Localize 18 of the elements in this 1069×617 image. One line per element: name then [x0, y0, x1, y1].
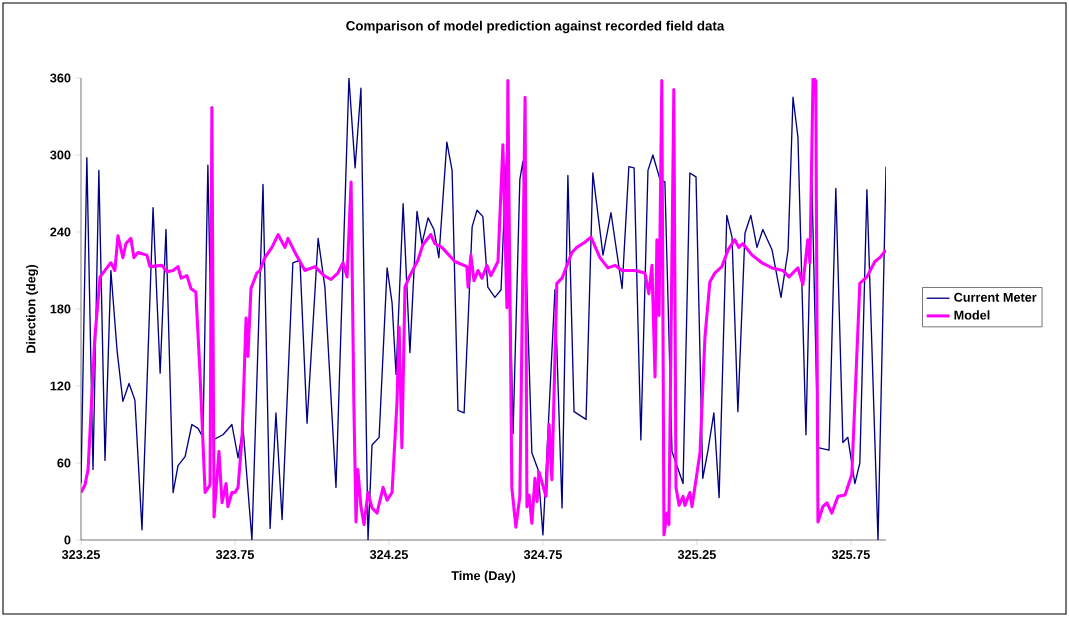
- x-tick-label: 325.75: [831, 550, 870, 560]
- legend-label: Current Meter: [954, 292, 1037, 302]
- chart-title: Comparison of model prediction against recorded field data: [346, 20, 725, 34]
- y-tick-label: 180: [50, 304, 71, 314]
- y-tick-label: 120: [50, 381, 71, 391]
- y-axis-title: Direction (deg): [26, 264, 38, 353]
- legend-label: Model: [954, 310, 990, 320]
- x-tick-label: 323.25: [61, 550, 101, 560]
- y-tick-label: 240: [50, 227, 71, 237]
- x-tick-label: 323.75: [215, 550, 254, 560]
- y-tick-label: 360: [50, 73, 71, 83]
- x-tick-label: 324.25: [369, 550, 408, 560]
- x-tick-label: 325.25: [677, 550, 716, 560]
- x-tick-label: 324.75: [523, 550, 562, 560]
- y-tick-label: 0: [64, 535, 71, 545]
- y-tick-label: 300: [50, 150, 71, 160]
- y-tick-label: 60: [57, 458, 71, 468]
- x-axis-title: Time (Day): [451, 570, 516, 583]
